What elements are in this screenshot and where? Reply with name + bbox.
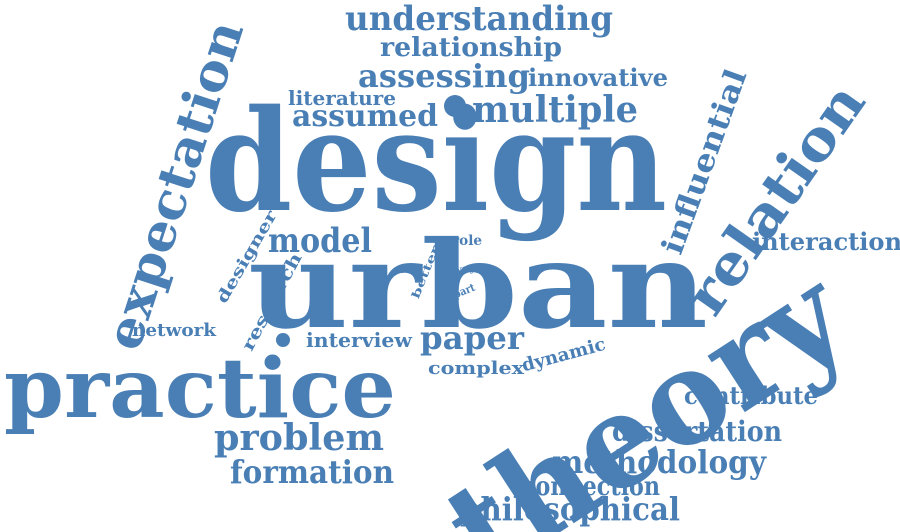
dot-tiny: [276, 333, 290, 347]
word-complex: complex: [428, 358, 525, 379]
dot-small: [444, 95, 466, 117]
word-assessing: assessing: [358, 57, 530, 95]
word-network: network: [132, 320, 216, 341]
word-role: role: [452, 233, 482, 249]
word-interview: interview: [306, 328, 413, 352]
word-design: design: [205, 80, 668, 244]
word-interaction: interaction: [752, 227, 900, 256]
word-paper: paper: [420, 319, 524, 357]
word-methodology: methodology: [552, 443, 766, 481]
word-formation: formation: [230, 453, 395, 491]
word-innovative: innovative: [528, 63, 668, 92]
word-literature: literature: [288, 86, 397, 110]
word-connection: connection: [522, 472, 661, 502]
word-multiple: multiple: [472, 89, 639, 131]
word-assumed: assumed: [292, 99, 439, 134]
word-contribute: contribute: [684, 381, 819, 410]
word-problem: problem: [214, 417, 384, 459]
word-practice: practice: [4, 341, 397, 437]
word-understanding: understanding: [345, 0, 614, 39]
word-dissertation: dissertation: [612, 415, 783, 448]
word-philosophical: philosophical: [460, 490, 680, 528]
word-model: model: [268, 221, 372, 261]
word-relationship: relationship: [380, 33, 563, 63]
word-urban: urban: [248, 215, 709, 356]
